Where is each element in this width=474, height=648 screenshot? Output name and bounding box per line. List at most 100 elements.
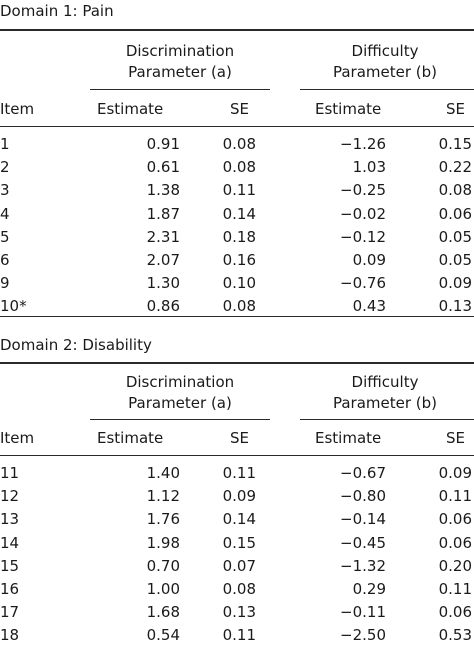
- b-se-cell: 0.11: [438, 487, 472, 506]
- a-se-cell: 0.14: [222, 204, 256, 223]
- a-est-cell: 0.91: [146, 135, 180, 153]
- b-est-cell: −2.50: [340, 626, 386, 645]
- b-se-cell: 0.05: [438, 227, 472, 246]
- header-line: Difficulty: [351, 373, 419, 391]
- header-line: Parameter (b): [332, 394, 438, 412]
- item-cell: 14: [0, 533, 20, 552]
- b-est-cell: −0.14: [340, 510, 386, 529]
- group-rule-b: [300, 89, 474, 90]
- item-cell: 17: [0, 603, 20, 622]
- item-cell: 9: [0, 274, 10, 293]
- item-cell: 4: [0, 204, 10, 223]
- header-line: Parameter (b): [332, 63, 438, 81]
- b-est-cell: 0.29: [352, 580, 386, 598]
- header-line: Parameter (a): [128, 394, 232, 412]
- a-est-cell: 1.12: [146, 487, 180, 506]
- b-se-cell: 0.09: [438, 464, 472, 482]
- b-se-cell: 0.06: [438, 204, 472, 223]
- header-bottom-rule: [0, 455, 474, 456]
- header-difficulty: Difficulty Parameter (b): [305, 372, 465, 414]
- header-line: Parameter (a): [128, 63, 232, 81]
- group-rule-b: [300, 419, 474, 420]
- b-se-cell: 0.15: [438, 135, 472, 153]
- header-difficulty: Difficulty Parameter (b): [305, 41, 465, 83]
- a-est-cell: 1.87: [146, 204, 180, 223]
- b-est-cell: −0.11: [340, 603, 386, 622]
- a-est-cell: 1.38: [146, 181, 180, 200]
- a-est-cell: 1.30: [146, 274, 180, 293]
- section-bottom-rule: [0, 316, 474, 317]
- a-est-cell: 1.40: [146, 464, 180, 482]
- b-se-cell: 0.53: [438, 626, 472, 645]
- item-cell: 1: [0, 135, 10, 153]
- item-cell: 18: [0, 626, 20, 645]
- item-cell: 13: [0, 510, 20, 529]
- b-est-cell: −0.80: [340, 487, 386, 506]
- a-est-cell: 0.86: [146, 297, 180, 316]
- col-header-se-b: SE: [446, 429, 465, 447]
- header-discrimination: Discrimination Parameter (a): [95, 372, 265, 414]
- section-title-pain: Domain 1: Pain: [0, 2, 114, 20]
- col-header-se-b: SE: [446, 100, 465, 118]
- b-est-cell: −0.12: [340, 227, 386, 246]
- group-rule-a: [90, 419, 270, 420]
- a-est-cell: 1.76: [146, 510, 180, 529]
- b-est-cell: −0.25: [340, 181, 386, 200]
- a-se-cell: 0.14: [222, 510, 256, 529]
- b-est-cell: −0.45: [340, 533, 386, 552]
- header-line: Discrimination: [125, 42, 235, 60]
- a-est-cell: 1.98: [146, 533, 180, 552]
- b-est-cell: −0.67: [340, 464, 386, 482]
- item-cell: 12: [0, 487, 20, 506]
- a-se-cell: 0.11: [222, 464, 256, 482]
- header-line: Discrimination: [125, 373, 235, 391]
- b-est-cell: −0.02: [340, 204, 386, 223]
- b-se-cell: 0.06: [438, 603, 472, 622]
- section-top-rule: [0, 362, 474, 364]
- item-cell: 2: [0, 158, 10, 177]
- a-se-cell: 0.16: [222, 251, 256, 269]
- header-bottom-rule: [0, 126, 474, 127]
- item-cell: 11: [0, 464, 20, 482]
- b-est-cell: −0.76: [340, 274, 386, 293]
- item-cell: 5: [0, 227, 10, 246]
- item-cell: 3: [0, 181, 10, 200]
- a-est-cell: 0.61: [146, 158, 180, 177]
- col-header-se-a: SE: [230, 100, 249, 118]
- b-est-cell: −1.32: [340, 556, 386, 575]
- b-se-cell: 0.13: [438, 297, 472, 316]
- a-est-cell: 2.07: [146, 251, 180, 269]
- a-se-cell: 0.07: [222, 556, 256, 575]
- col-header-item: Item: [0, 429, 35, 447]
- a-se-cell: 0.08: [222, 135, 256, 153]
- b-se-cell: 0.22: [438, 158, 472, 177]
- header-line: Difficulty: [351, 42, 419, 60]
- item-cell: 16: [0, 580, 20, 598]
- col-header-estimate-b: Estimate: [315, 429, 382, 447]
- a-est-cell: 2.31: [146, 227, 180, 246]
- col-header-se-a: SE: [230, 429, 249, 447]
- a-se-cell: 0.13: [222, 603, 256, 622]
- a-est-cell: 0.54: [146, 626, 180, 645]
- b-se-cell: 0.09: [438, 274, 472, 293]
- group-rule-a: [90, 89, 270, 90]
- item-cell: 6: [0, 251, 10, 269]
- a-se-cell: 0.11: [222, 626, 256, 645]
- a-se-cell: 0.08: [222, 297, 256, 316]
- col-header-item: Item: [0, 100, 35, 118]
- a-se-cell: 0.09: [222, 487, 256, 506]
- b-est-cell: 0.09: [352, 251, 386, 269]
- a-se-cell: 0.18: [222, 227, 256, 246]
- a-est-cell: 0.70: [146, 556, 180, 575]
- section-top-rule: [0, 29, 474, 31]
- b-se-cell: 0.06: [438, 510, 472, 529]
- col-header-estimate-a: Estimate: [97, 429, 164, 447]
- a-se-cell: 0.10: [222, 274, 256, 293]
- b-se-cell: 0.08: [438, 181, 472, 200]
- b-se-cell: 0.06: [438, 533, 472, 552]
- b-est-cell: −1.26: [340, 135, 386, 153]
- item-cell: 15: [0, 556, 20, 575]
- b-se-cell: 0.11: [438, 580, 472, 598]
- b-est-cell: 1.03: [352, 158, 386, 177]
- col-header-estimate-a: Estimate: [97, 100, 164, 118]
